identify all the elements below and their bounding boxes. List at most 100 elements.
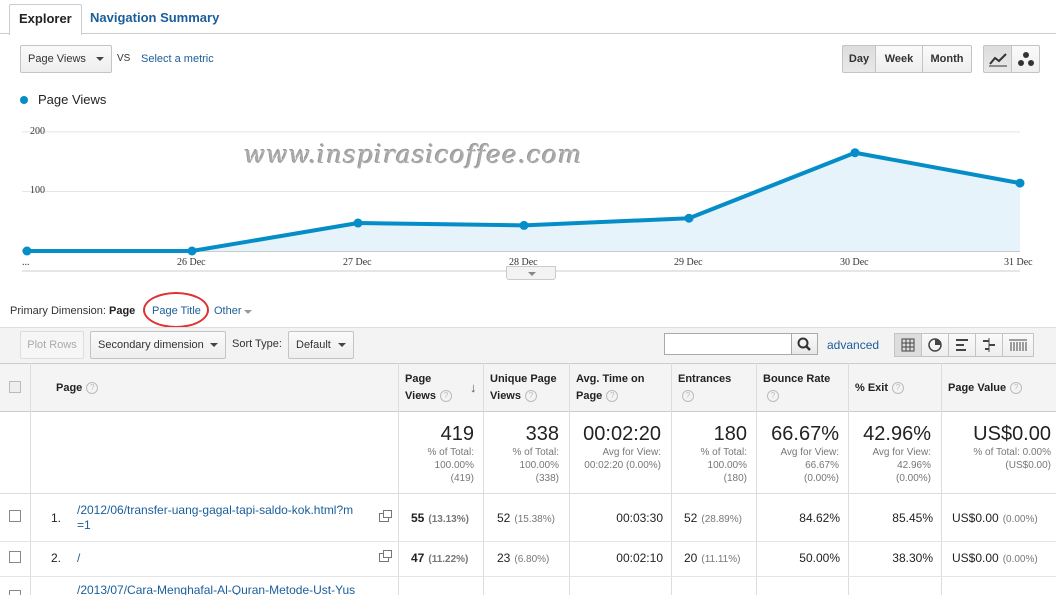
help-icon[interactable]: ? xyxy=(86,382,99,395)
chevron-down-icon xyxy=(210,343,218,347)
primary-dimension-page: Page xyxy=(109,305,136,317)
table-search-input[interactable] xyxy=(664,333,792,355)
table-view-button[interactable] xyxy=(894,333,922,357)
select-metric-link[interactable]: Select a metric xyxy=(141,53,214,65)
advanced-filter-link[interactable]: advanced xyxy=(827,338,880,352)
chevron-down-icon xyxy=(244,310,252,314)
column-header-label: Views xyxy=(405,390,436,402)
column-header-unique-page-views[interactable]: Unique Page Views? xyxy=(490,371,557,405)
column-header-exit[interactable]: % Exit? xyxy=(855,380,905,397)
column-divider xyxy=(941,363,942,595)
y-tick-label: 100 xyxy=(30,185,45,197)
watermark-text: www.inspirasicoffee.com xyxy=(244,140,583,169)
sort-type-value: Default xyxy=(296,339,331,351)
x-tick-label: ... xyxy=(22,257,30,268)
day-button[interactable]: Day xyxy=(842,45,876,73)
search-button[interactable] xyxy=(791,333,818,355)
row-page-link[interactable]: / xyxy=(77,551,81,565)
column-header-label: % Exit xyxy=(855,382,889,394)
column-divider xyxy=(30,363,31,595)
sort-type-dropdown[interactable]: Default xyxy=(288,331,354,359)
help-icon[interactable]: ? xyxy=(440,390,452,403)
month-button[interactable]: Month xyxy=(922,45,972,73)
row-page-views: 47 (11.22%) xyxy=(411,551,469,565)
line-chart-button[interactable] xyxy=(983,45,1012,73)
total-avg-time-sub: Avg for View: 00:02:20 (0.00%) xyxy=(584,447,661,471)
tab-navigation-summary[interactable]: Navigation Summary xyxy=(90,10,220,25)
secondary-dimension-label: Secondary dimension xyxy=(98,339,204,351)
total-unique-page-views: 338 xyxy=(525,423,559,445)
column-divider xyxy=(756,363,757,595)
row-page-link[interactable]: /2013/07/Cara-Menghafal-Al-Quran-Metode-… xyxy=(77,583,356,595)
help-icon[interactable]: ? xyxy=(525,390,537,403)
search-icon xyxy=(797,337,811,351)
chevron-down-icon xyxy=(96,57,104,61)
secondary-dimension-dropdown[interactable]: Secondary dimension xyxy=(90,331,226,359)
row-page-link[interactable]: /2012/06/transfer-uang-gagal-tapi-saldo-… xyxy=(77,503,354,532)
week-button[interactable]: Week xyxy=(875,45,923,73)
total-page-value: US$0.00 xyxy=(973,423,1051,445)
help-icon[interactable]: ? xyxy=(606,390,619,403)
column-header-label: Page xyxy=(405,373,432,385)
column-header-label: Page xyxy=(576,390,603,402)
row-checkbox[interactable] xyxy=(9,590,21,595)
select-all-checkbox[interactable] xyxy=(9,381,21,393)
x-tick-label: 29 Dec xyxy=(674,257,703,268)
data-point xyxy=(187,246,197,256)
row-page-value: US$0.00 (0.00%) xyxy=(952,551,1038,565)
row-unique-page-views: 23 (6.80%) xyxy=(497,551,550,565)
legend-label: Page Views xyxy=(38,92,107,107)
totals-row xyxy=(0,412,1056,494)
column-header-page-views[interactable]: Page Views? xyxy=(405,371,452,405)
sort-descending-icon: ↓ xyxy=(470,380,477,395)
total-bounce-rate: 66.67% xyxy=(771,423,839,445)
help-icon[interactable]: ? xyxy=(1010,382,1023,395)
total-entrances-sub: % of Total: 100.00% (180) xyxy=(700,447,747,484)
comparison-view-button[interactable] xyxy=(975,333,1003,357)
metric-dropdown[interactable]: Page Views xyxy=(20,45,112,73)
tab-explorer[interactable]: Explorer xyxy=(9,4,82,35)
series-points xyxy=(22,148,1025,256)
column-header-entrances[interactable]: Entrances? xyxy=(678,371,731,405)
total-bounce-rate-sub: Avg for View: 66.67% (0.00%) xyxy=(780,447,839,484)
row-unique-page-views: 52 (15.38%) xyxy=(497,511,555,525)
bar-view-button[interactable] xyxy=(948,333,976,357)
plot-rows-button[interactable]: Plot Rows xyxy=(20,331,84,359)
data-point xyxy=(850,148,860,158)
pivot-view-button[interactable] xyxy=(1002,333,1034,357)
column-header-page-value[interactable]: Page Value? xyxy=(948,380,1023,397)
legend-dot xyxy=(20,96,28,104)
pie-view-button[interactable] xyxy=(921,333,949,357)
total-avg-time: 00:02:20 xyxy=(583,423,661,445)
tab-bar xyxy=(0,0,1056,34)
motion-chart-button[interactable] xyxy=(1011,45,1040,73)
data-point xyxy=(684,213,694,223)
external-link-icon[interactable] xyxy=(379,510,392,522)
row-exit: 85.45% xyxy=(892,511,933,525)
row-checkbox[interactable] xyxy=(9,551,21,563)
row-bounce-rate: 50.00% xyxy=(799,551,840,565)
primary-dimension-other[interactable]: Other xyxy=(214,305,242,317)
column-header-avg-time[interactable]: Avg. Time on Page? xyxy=(576,371,644,405)
data-point xyxy=(519,220,529,230)
help-icon[interactable]: ? xyxy=(767,390,779,403)
table-row xyxy=(0,494,1056,542)
column-header-label: Bounce Rate xyxy=(763,373,831,385)
column-divider xyxy=(569,363,570,595)
total-page-value-sub: % of Total: 0.00% (US$0.00) xyxy=(973,447,1051,471)
x-tick-label: 30 Dec xyxy=(840,257,869,268)
column-header-page[interactable]: Page? xyxy=(56,380,99,397)
row-checkbox[interactable] xyxy=(9,510,21,522)
page-views-chart xyxy=(22,131,1025,272)
help-icon[interactable]: ? xyxy=(892,382,905,395)
row-entrances: 52 (28.89%) xyxy=(684,511,742,525)
column-header-bounce-rate[interactable]: Bounce Rate? xyxy=(763,371,830,405)
x-tick-label: 26 Dec xyxy=(177,257,206,268)
chart-collapse-handle[interactable] xyxy=(506,266,556,280)
x-tick-label: 31 Dec xyxy=(1004,257,1033,268)
metric-dropdown-label: Page Views xyxy=(28,53,86,65)
help-icon[interactable]: ? xyxy=(682,390,694,403)
bubble-chart-icon xyxy=(1017,52,1034,66)
external-link-icon[interactable] xyxy=(379,550,392,562)
x-tick-label: 28 Dec xyxy=(509,257,538,268)
